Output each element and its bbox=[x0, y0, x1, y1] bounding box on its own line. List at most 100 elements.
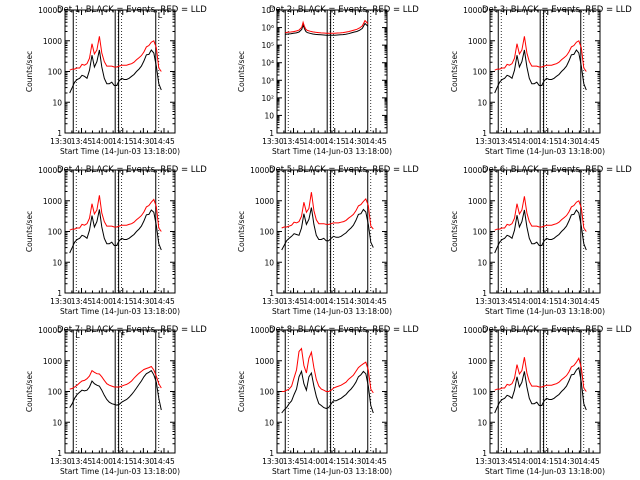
detector-panel-3: Det 3: BLACK = Events, RED = LLD11010010… bbox=[450, 5, 632, 156]
y-tick-label: 1000 bbox=[255, 357, 274, 366]
y-tick-label: 1 bbox=[482, 129, 487, 138]
x-tick-label: 13:30 bbox=[50, 137, 72, 146]
y-tick-label: 10000 bbox=[463, 326, 487, 335]
x-tick-label: 14:30 bbox=[345, 297, 367, 306]
y-axis-label: Counts/sec bbox=[237, 371, 246, 412]
x-tick-label: 13:45 bbox=[283, 297, 305, 306]
detector-panel-8: Det 8: BLACK = Events, RED = LLD11010010… bbox=[237, 325, 419, 476]
y-axis-label: Counts/sec bbox=[25, 51, 34, 92]
x-tick-label: 14:45 bbox=[365, 137, 387, 146]
series-line-events bbox=[281, 207, 374, 251]
y-tick-label: 1 bbox=[269, 289, 274, 298]
x-axis-label: Start Time (14-Jun-03 13:18:00) bbox=[485, 147, 605, 156]
x-tick-label: 13:30 bbox=[262, 457, 284, 466]
y-tick-label: 10² bbox=[261, 94, 274, 103]
x-tick-label: 13:30 bbox=[475, 137, 497, 146]
y-tick-label: 100 bbox=[48, 388, 63, 397]
x-tick-label: 13:30 bbox=[50, 297, 72, 306]
x-tick-label: 13:45 bbox=[283, 137, 305, 146]
x-tick-label: 14:15 bbox=[112, 297, 134, 306]
series-line-lld bbox=[285, 19, 369, 34]
x-axis-label: Start Time (14-Jun-03 13:18:00) bbox=[60, 147, 180, 156]
series-line-lld bbox=[494, 196, 587, 232]
y-tick-label: 10 bbox=[477, 258, 487, 267]
x-tick-label: 13:30 bbox=[475, 297, 497, 306]
series-line-events bbox=[281, 369, 374, 414]
x-tick-label: 14:00 bbox=[516, 457, 538, 466]
x-tick-label: 14:00 bbox=[303, 137, 325, 146]
x-tick-label: 14:15 bbox=[112, 457, 134, 466]
y-tick-label: 1 bbox=[482, 289, 487, 298]
x-tick-label: 13:45 bbox=[71, 297, 93, 306]
y-axis-label: Counts/sec bbox=[237, 211, 246, 252]
y-tick-label: 1 bbox=[482, 449, 487, 458]
series-line-events bbox=[69, 369, 162, 411]
y-tick-label: 1 bbox=[269, 129, 274, 138]
x-tick-label: 14:00 bbox=[91, 457, 113, 466]
x-tick-label: 14:15 bbox=[324, 297, 346, 306]
y-tick-label: 10 bbox=[264, 258, 274, 267]
x-axis-label: Start Time (14-Jun-03 13:18:00) bbox=[272, 147, 392, 156]
x-tick-label: 14:00 bbox=[516, 297, 538, 306]
x-tick-label: 13:45 bbox=[71, 137, 93, 146]
x-axis-label: Start Time (14-Jun-03 13:18:00) bbox=[272, 307, 392, 316]
y-tick-label: 100 bbox=[48, 228, 63, 237]
y-tick-label: 1000 bbox=[255, 197, 274, 206]
detector-panel-1: Det 1: BLACK = Events, RED = LLD11010010… bbox=[25, 5, 207, 156]
x-tick-label: 13:45 bbox=[496, 137, 518, 146]
series-line-events bbox=[69, 49, 162, 94]
x-tick-label: 14:15 bbox=[324, 457, 346, 466]
y-tick-label: 10000 bbox=[250, 326, 274, 335]
x-tick-label: 14:15 bbox=[324, 137, 346, 146]
y-tick-label: 10 bbox=[52, 98, 62, 107]
x-tick-label: 14:15 bbox=[112, 137, 134, 146]
y-tick-label: 10 bbox=[477, 98, 487, 107]
y-tick-label: 1000 bbox=[468, 37, 487, 46]
x-tick-label: 13:45 bbox=[283, 457, 305, 466]
series-line-lld bbox=[281, 347, 374, 394]
x-tick-label: 14:00 bbox=[516, 137, 538, 146]
y-tick-label: 1000 bbox=[468, 197, 487, 206]
x-tick-label: 14:45 bbox=[153, 297, 175, 306]
y-tick-label: 1 bbox=[57, 449, 62, 458]
y-tick-label: 10000 bbox=[463, 166, 487, 175]
x-tick-label: 14:30 bbox=[558, 457, 580, 466]
y-tick-label: 1 bbox=[269, 449, 274, 458]
x-tick-label: 13:30 bbox=[262, 297, 284, 306]
series-line-lld bbox=[69, 36, 162, 72]
x-tick-label: 14:30 bbox=[133, 297, 155, 306]
x-tick-label: 13:30 bbox=[475, 457, 497, 466]
y-tick-label: 10 bbox=[264, 418, 274, 427]
x-tick-label: 14:45 bbox=[365, 457, 387, 466]
y-axis-label: Counts/sec bbox=[450, 371, 459, 412]
y-tick-label: 100 bbox=[48, 68, 63, 77]
time-marker-label: L bbox=[158, 331, 163, 340]
x-tick-label: 13:45 bbox=[496, 457, 518, 466]
y-tick-label: 1000 bbox=[468, 357, 487, 366]
y-tick-label: 10³ bbox=[261, 76, 274, 85]
x-tick-label: 14:00 bbox=[303, 457, 325, 466]
y-axis-label: Counts/sec bbox=[25, 211, 34, 252]
x-tick-label: 13:30 bbox=[262, 137, 284, 146]
x-tick-label: 14:15 bbox=[537, 297, 559, 306]
y-tick-label: 100 bbox=[473, 388, 488, 397]
x-tick-label: 14:00 bbox=[91, 297, 113, 306]
series-line-lld bbox=[494, 357, 587, 392]
x-tick-label: 14:45 bbox=[365, 297, 387, 306]
y-tick-label: 1000 bbox=[43, 357, 62, 366]
detector-panel-9: Det 9: BLACK = Events, RED = LLD11010010… bbox=[450, 325, 632, 476]
time-marker-label: L bbox=[158, 11, 163, 20]
series-line-lld bbox=[69, 195, 162, 232]
detector-panel-4: Det 4: BLACK = Events, RED = LLD11010010… bbox=[25, 165, 207, 316]
x-tick-label: 14:15 bbox=[537, 137, 559, 146]
x-axis-label: Start Time (14-Jun-03 13:18:00) bbox=[60, 307, 180, 316]
x-tick-label: 14:30 bbox=[558, 137, 580, 146]
series-line-lld bbox=[281, 192, 374, 230]
x-axis-label: Start Time (14-Jun-03 13:18:00) bbox=[60, 467, 180, 476]
x-tick-label: 14:00 bbox=[303, 297, 325, 306]
series-line-events bbox=[494, 49, 587, 94]
x-axis-label: Start Time (14-Jun-03 13:18:00) bbox=[485, 467, 605, 476]
x-axis-label: Start Time (14-Jun-03 13:18:00) bbox=[485, 307, 605, 316]
x-tick-label: 14:30 bbox=[133, 137, 155, 146]
series-line-events bbox=[494, 209, 587, 254]
